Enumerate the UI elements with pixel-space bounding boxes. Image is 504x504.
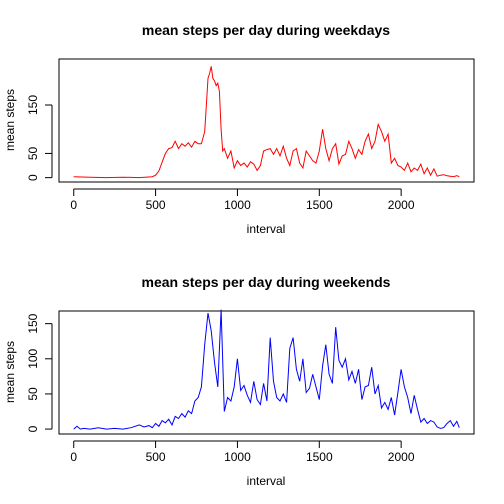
- x-tick-label: 1000: [224, 198, 251, 212]
- y-tick-label: 50: [26, 146, 40, 160]
- x-tick-label: 1500: [306, 198, 333, 212]
- y-axis: 0 50 150: [26, 95, 53, 181]
- x-tick-label: 1000: [224, 450, 251, 464]
- x-axis-label: interval: [247, 474, 286, 488]
- y-axis-label: mean steps: [3, 341, 17, 403]
- y-tick-label: 150: [26, 95, 40, 115]
- x-tick-label: 0: [70, 198, 77, 212]
- panel-weekdays: mean steps per day during weekdays 0 500 1…: [3, 22, 475, 236]
- x-tick-label: 500: [146, 450, 166, 464]
- x-tick-label: 1500: [306, 450, 333, 464]
- y-tick-label: 0: [26, 174, 40, 181]
- x-tick-label: 0: [70, 450, 77, 464]
- x-tick-label: 500: [146, 198, 166, 212]
- x-tick-label: 2000: [388, 198, 415, 212]
- y-tick-label: 150: [26, 313, 40, 333]
- x-axis: 0 500 1000 1500 2000: [70, 440, 415, 464]
- y-axis: 0 50 100 150: [26, 313, 53, 432]
- x-tick-label: 2000: [388, 450, 415, 464]
- plot-box: [58, 310, 475, 435]
- x-axis: 0 500 1000 1500 2000: [70, 188, 415, 212]
- y-tick-label: 100: [26, 348, 40, 368]
- y-axis-label: mean steps: [3, 89, 17, 151]
- chart-title: mean steps per day during weekdays: [142, 22, 390, 38]
- panel-weekends: mean steps per day during weekends 0 500 1…: [3, 274, 475, 488]
- x-axis-label: interval: [247, 222, 286, 236]
- series-line: [73, 66, 460, 179]
- plot-box: [58, 58, 475, 183]
- series-line: [73, 309, 460, 430]
- y-tick-label: 0: [26, 425, 40, 432]
- y-tick-label: 50: [26, 387, 40, 401]
- chart-title: mean steps per day during weekends: [142, 274, 391, 290]
